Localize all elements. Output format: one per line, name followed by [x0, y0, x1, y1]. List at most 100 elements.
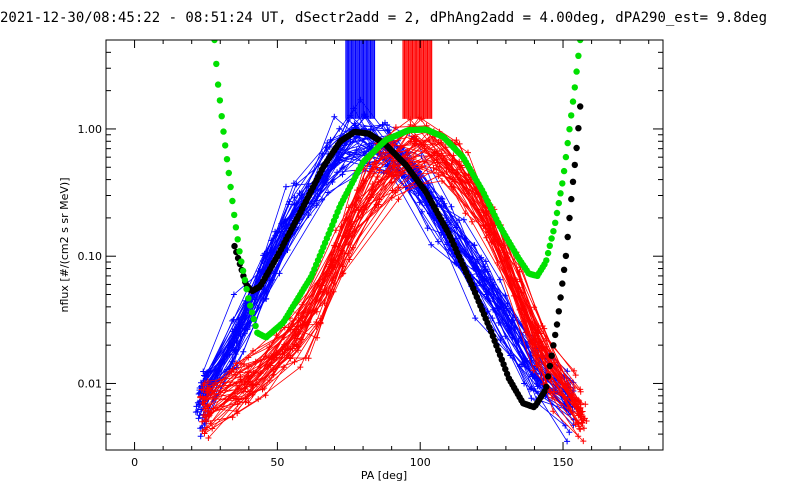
data-point-marker: [472, 315, 479, 322]
data-point-marker: [203, 405, 210, 412]
data-point-marker: [263, 295, 270, 302]
data-point-marker: [203, 418, 210, 425]
data-point-marker: [283, 183, 289, 190]
data-point-marker: [490, 222, 497, 229]
data-point-marker: [503, 305, 510, 312]
data-point-marker: [293, 326, 300, 333]
data-point-marker: [469, 218, 475, 225]
data-point-marker: [389, 187, 396, 194]
data-point-marker: [291, 194, 298, 201]
vertical-marker-group: [402, 40, 433, 119]
data-point-marker: [245, 354, 252, 361]
data-point-marker: [527, 386, 534, 393]
y-axis: 0.01 0.10 1.00: [78, 39, 663, 451]
y-tick-label: 1.00: [78, 123, 103, 136]
data-point-marker: [521, 311, 528, 318]
data-point-marker: [564, 438, 571, 445]
fit-curve-dot: [241, 276, 249, 284]
data-point-marker: [287, 355, 294, 362]
data-point-marker: [200, 412, 207, 419]
fit-curve-dot: [216, 97, 224, 104]
data-point-marker: [346, 228, 353, 235]
data-point-marker: [388, 194, 395, 201]
data-point-marker: [357, 96, 364, 103]
data-point-marker: [295, 343, 302, 350]
data-point-marker: [504, 300, 511, 307]
data-point-marker: [448, 203, 455, 210]
series-trace: [205, 115, 568, 392]
data-point-marker: [530, 367, 537, 374]
x-axis: 0 50 100 150: [131, 40, 650, 469]
data-point-marker: [334, 169, 341, 176]
data-point-marker: [299, 301, 306, 308]
vertical-marker-group: [345, 40, 376, 119]
data-point-marker: [419, 208, 425, 215]
fit-curve-dot: [560, 266, 568, 273]
data-point-marker: [209, 425, 216, 432]
data-point-marker: [204, 378, 211, 385]
data-point-marker: [371, 159, 378, 166]
data-point-marker: [246, 322, 253, 329]
data-point-marker: [199, 400, 206, 406]
fit-curve-dot: [573, 68, 580, 75]
fit-curve-dot: [557, 294, 564, 301]
data-point-marker: [572, 372, 579, 379]
x-tick-label: 100: [410, 456, 431, 469]
series-trace: [208, 155, 580, 414]
fit-curve-dot: [553, 321, 561, 328]
data-point-marker: [433, 157, 440, 163]
data-point-marker: [523, 329, 530, 336]
data-point-marker: [489, 315, 496, 322]
data-point-marker: [240, 388, 247, 395]
fit-curve-dot: [250, 315, 257, 323]
data-point-marker: [338, 146, 344, 153]
data-point-marker: [504, 312, 511, 319]
x-axis-label: PA [deg]: [361, 469, 407, 482]
data-point-marker: [571, 385, 578, 391]
fit-curve-dot: [211, 40, 218, 44]
data-point-marker: [259, 386, 266, 393]
fit-curve: [231, 103, 584, 411]
fit-curve-dot: [553, 209, 561, 217]
data-point-marker: [326, 144, 333, 150]
plot-frame: [105, 39, 664, 451]
data-point-marker: [276, 270, 283, 277]
data-point-marker: [580, 438, 587, 445]
data-point-marker: [448, 183, 455, 190]
data-point-marker: [234, 385, 241, 391]
data-point-marker: [323, 289, 330, 296]
data-point-marker: [230, 291, 237, 298]
data-point-marker: [270, 366, 277, 373]
fit-curve-dot: [223, 156, 231, 163]
data-point-marker: [562, 422, 569, 429]
data-point-marker: [339, 171, 346, 178]
data-point-marker: [472, 260, 479, 267]
fit-curve-dot: [239, 267, 247, 274]
data-point-marker: [549, 394, 556, 401]
data-point-marker: [350, 105, 357, 112]
data-point-marker: [376, 167, 383, 174]
data-point-marker: [224, 366, 231, 373]
data-point-marker: [343, 215, 350, 222]
data-point-marker: [198, 386, 205, 393]
fit-curve-dot: [543, 257, 550, 264]
data-point-marker: [361, 112, 368, 119]
fit-curve-dot: [248, 309, 256, 316]
data-point-marker: [195, 415, 202, 422]
y-tick-label: 0.10: [78, 250, 103, 263]
y-axis-label: nflux [#/(cm2 s sr MeV)]: [58, 178, 71, 313]
fit-curve-dot: [214, 81, 222, 88]
data-point-marker: [537, 338, 544, 345]
fit-curve-dot: [557, 190, 564, 197]
data-point-marker: [237, 374, 244, 381]
fit-curve-dot: [569, 98, 577, 105]
x-tick-label: 50: [270, 456, 284, 469]
data-point-marker: [407, 116, 414, 123]
data-point-marker: [205, 408, 212, 415]
fit-curve-dot: [489, 332, 497, 340]
fit-curve-dot: [573, 144, 580, 152]
fit-curve-dot: [252, 322, 259, 330]
data-point-marker: [372, 204, 378, 211]
fit-curve-dot: [227, 183, 234, 191]
fit-curve-dot: [577, 103, 584, 110]
